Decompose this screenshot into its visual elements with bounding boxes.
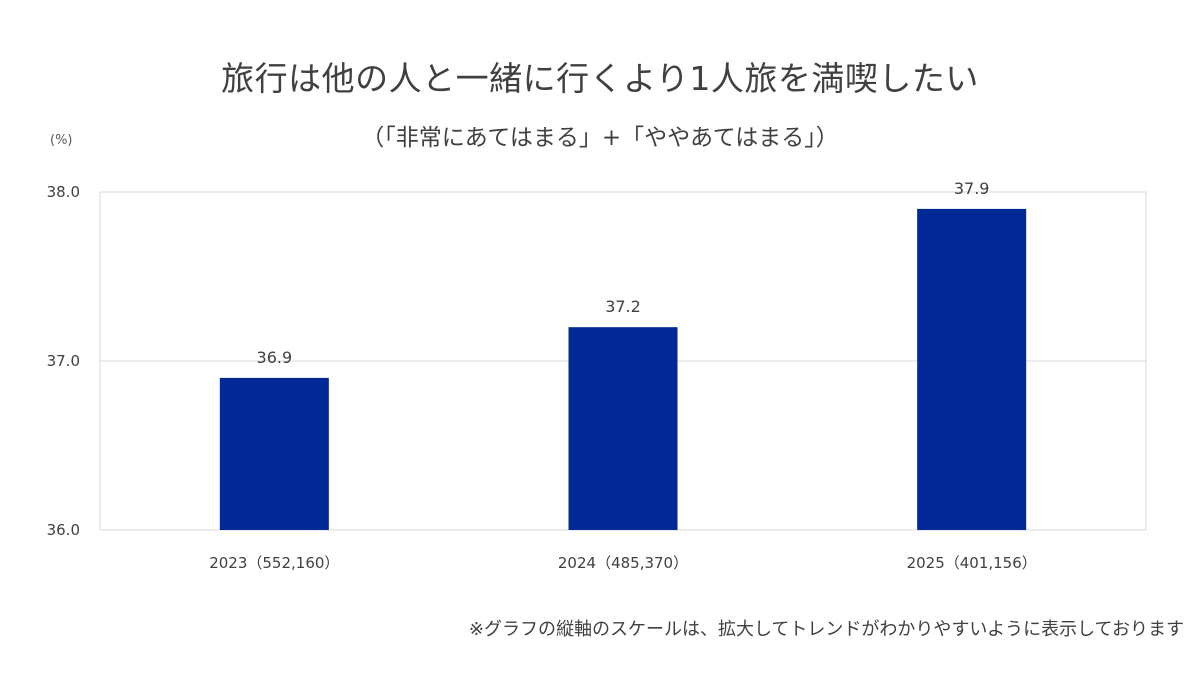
labels: 36.0 37.0 38.0 36.9 2023（552,160） 37.2 2024（48…	[47, 179, 1037, 572]
bars	[219, 208, 1027, 530]
chart-subtitle: （「非常にあてはまる」+「ややあてはまる」）	[361, 125, 839, 151]
bar-data-label: 37.2	[605, 297, 641, 316]
chart-footnote: ※グラフの縦軸のスケールは、拡大してトレンドがわかりやすいように表示しております	[468, 619, 1184, 640]
bar	[568, 327, 678, 530]
bar	[917, 208, 1027, 530]
y-axis-unit-label: (%)	[50, 133, 73, 148]
y-tick-label: 36.0	[47, 521, 80, 539]
x-category-label: 2023（552,160）	[209, 554, 339, 572]
y-tick-label: 38.0	[47, 183, 80, 201]
bar	[219, 377, 329, 530]
x-category-label: 2024（485,370）	[558, 554, 688, 572]
bar-data-label: 36.9	[257, 348, 293, 367]
y-tick-label: 37.0	[47, 352, 80, 370]
bar-data-label: 37.9	[954, 179, 990, 198]
x-category-label: 2025（401,156）	[907, 554, 1037, 572]
bar-chart: 36.0 37.0 38.0 36.9 2023（552,160） 37.2 2024（48…	[47, 179, 1147, 572]
chart-title: 旅行は他の人と一緒に行くより1人旅を満喫したい	[221, 59, 979, 98]
